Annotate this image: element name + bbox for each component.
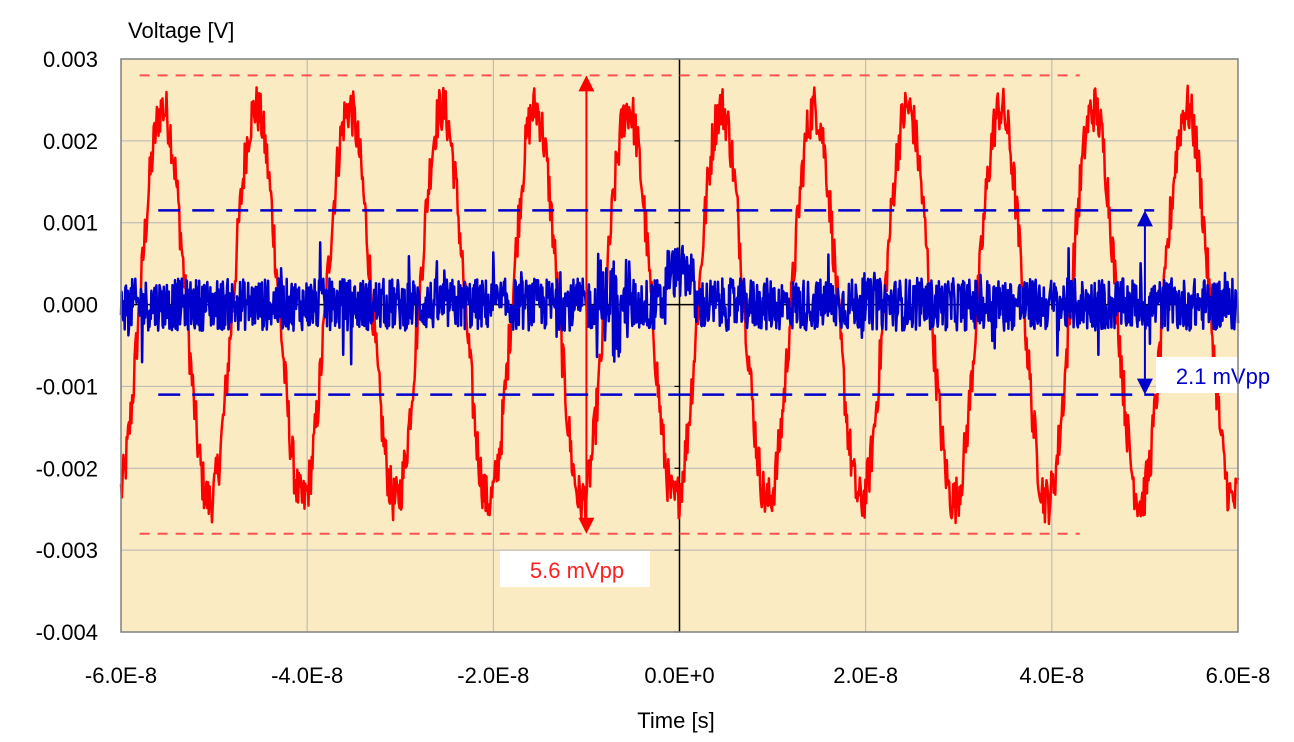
blue-amplitude-arrow-head-top (1136, 210, 1153, 227)
blue-amplitude-label: 2.1 mVpp (1176, 364, 1270, 389)
y-tick-label: 0.000 (43, 293, 98, 318)
y-tick-label: 0.002 (43, 129, 98, 154)
y-axis-title: Voltage [V] (128, 18, 234, 43)
y-tick-label: -0.003 (36, 538, 98, 563)
blue-amplitude-arrow-head-bottom (1136, 378, 1153, 395)
red-amplitude-arrow-head-bottom (578, 517, 595, 534)
y-tick-label: -0.001 (36, 374, 98, 399)
x-tick-label: 2.0E-8 (833, 663, 898, 688)
x-tick-label: -4.0E-8 (271, 663, 343, 688)
plot-border (120, 58, 1239, 633)
x-tick-label: -2.0E-8 (457, 663, 529, 688)
series-layer (119, 84, 1240, 526)
blue-label-box (1156, 357, 1290, 393)
x-tick-label: 4.0E-8 (1019, 663, 1084, 688)
y-tick-label: -0.002 (36, 456, 98, 481)
y-tick-label: -0.004 (36, 620, 98, 645)
red-amplitude-arrow-head-top (578, 75, 595, 92)
x-tick-label: -6.0E-8 (85, 663, 157, 688)
tick-labels: -6.0E-8 -4.0E-8 -2.0E-8 0.0E+0 2.0E-8 4.0E-8 6… (36, 47, 1271, 688)
y-tick-label: 0.003 (43, 47, 98, 72)
x-tick-label: 0.0E+0 (644, 663, 714, 688)
red-amplitude-label: 5.6 mVpp (530, 558, 624, 583)
annotation-layer: 5.6 mVpp 2.1 mVpp (139, 74, 1290, 587)
series-blue-line (119, 241, 1240, 366)
series-red-line (119, 84, 1240, 526)
x-tick-label: 6.0E-8 (1206, 663, 1271, 688)
x-axis-title: Time [s] (637, 708, 714, 733)
y-tick-label: 0.001 (43, 211, 98, 236)
red-label-box (500, 551, 650, 587)
